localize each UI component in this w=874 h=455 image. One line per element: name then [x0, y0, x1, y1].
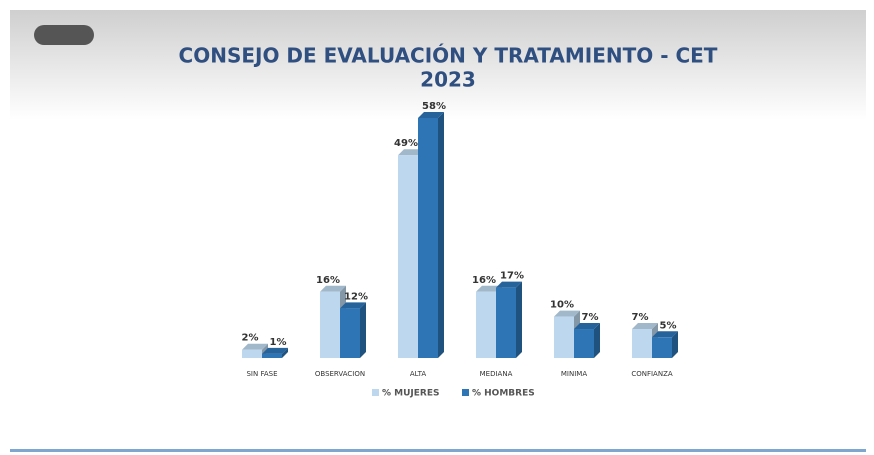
- legend-swatch: [462, 389, 469, 396]
- bar: [574, 329, 594, 358]
- bar-side: [516, 281, 522, 358]
- data-label: 10%: [550, 300, 574, 311]
- x-tick-label: OBSERVACION: [315, 370, 365, 378]
- bar: [652, 337, 672, 358]
- x-tick-label: SIN FASE: [246, 370, 277, 378]
- bar-top: [418, 112, 444, 118]
- chart-subtitle: 2023: [420, 68, 476, 92]
- bar-top: [340, 302, 366, 309]
- bar: [320, 291, 340, 358]
- bar-side: [360, 302, 366, 358]
- bar: [242, 349, 262, 358]
- x-tick-label: MINIMA: [561, 370, 587, 378]
- bar: [632, 329, 652, 358]
- bar: [418, 118, 438, 358]
- x-tick-label: MEDIANA: [480, 370, 513, 378]
- data-label: 2%: [242, 333, 259, 344]
- data-label: 7%: [582, 312, 599, 323]
- data-label: 7%: [632, 312, 649, 323]
- bar: [398, 155, 418, 358]
- legend-label: % MUJERES: [382, 389, 439, 399]
- data-label: 58%: [422, 101, 446, 112]
- data-label: 1%: [270, 337, 287, 348]
- x-tick-label: CONFIANZA: [631, 370, 673, 378]
- bar-top: [652, 331, 678, 338]
- bar: [476, 291, 496, 358]
- bar-top: [476, 285, 502, 292]
- chart-title: CONSEJO DE EVALUACIÓN Y TRATAMIENTO - CE…: [179, 44, 718, 68]
- data-label: 12%: [344, 291, 368, 302]
- bar-top: [242, 343, 268, 350]
- data-label: 49%: [394, 138, 418, 149]
- bar: [262, 353, 282, 358]
- legend-label: % HOMBRES: [472, 389, 535, 399]
- bar: [496, 287, 516, 358]
- bar-side: [438, 112, 444, 358]
- bar: [554, 316, 574, 358]
- bar-top: [632, 323, 658, 330]
- bar-side: [594, 323, 600, 358]
- bar: [340, 308, 360, 358]
- bar-side: [672, 331, 678, 358]
- bar-top: [554, 310, 580, 317]
- slide-border: [10, 449, 866, 452]
- legend-swatch: [372, 389, 379, 396]
- bar-top: [574, 323, 600, 330]
- data-label: 16%: [472, 275, 496, 286]
- bar-top: [398, 149, 424, 156]
- bar-top: [496, 281, 522, 288]
- bar-top: [320, 285, 346, 292]
- data-label: 16%: [316, 275, 340, 286]
- data-label: 5%: [660, 320, 677, 331]
- data-label: 17%: [500, 271, 524, 282]
- bar-side: [282, 347, 288, 358]
- bar-top: [262, 347, 288, 354]
- x-tick-label: ALTA: [410, 370, 426, 378]
- toolbar-icon[interactable]: [34, 25, 94, 45]
